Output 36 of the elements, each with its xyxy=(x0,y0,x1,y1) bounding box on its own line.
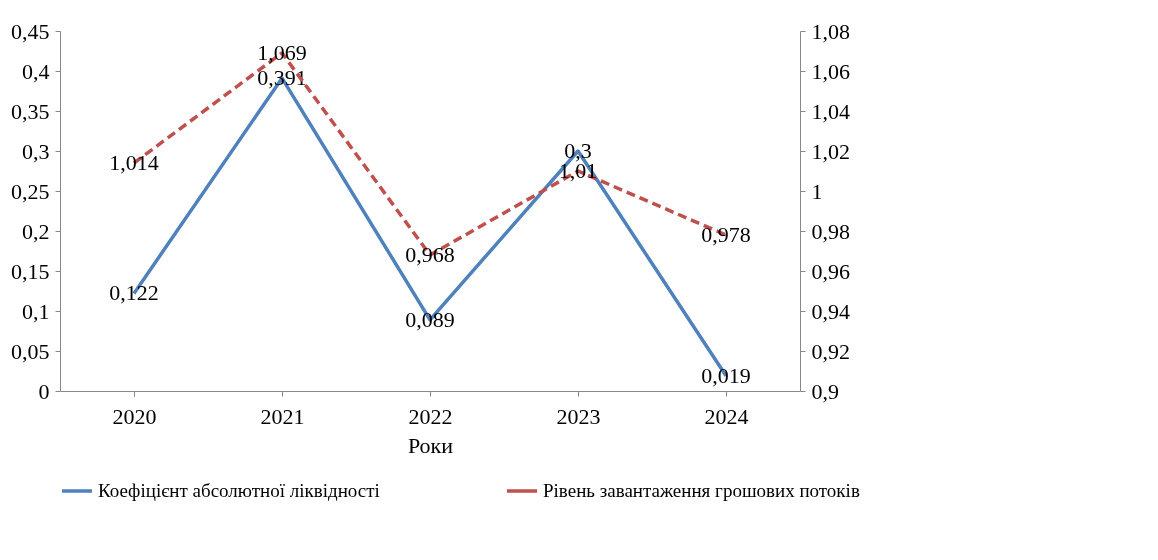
x-axis-title: Роки xyxy=(407,432,454,458)
y2-tick-label: 1,02 xyxy=(811,138,850,164)
data-label: 0,122 xyxy=(109,280,159,306)
data-label: 1,069 xyxy=(257,40,307,65)
legend-label: Коефіцієнт абсолютної ліквідності xyxy=(98,480,380,501)
legend-label: Рівень завантаження грошових потоків xyxy=(543,480,860,501)
data-label: 0,978 xyxy=(701,222,751,247)
y-tick-label: 0,15 xyxy=(11,258,50,284)
x-tick-label: 2021 xyxy=(260,403,305,429)
y2-tick-label: 1 xyxy=(811,178,823,204)
y2-tick-label: 0,9 xyxy=(811,378,839,404)
y2-tick-label: 0,96 xyxy=(811,258,850,284)
y2-tick-label: 1,06 xyxy=(811,58,850,84)
y-tick-label: 0,1 xyxy=(22,298,50,324)
y-tick-label: 0,2 xyxy=(22,218,50,244)
data-label: 0,3 xyxy=(564,138,592,163)
y2-tick-label: 0,92 xyxy=(811,338,850,364)
y-tick-label: 0,05 xyxy=(11,338,50,364)
x-tick-label: 2020 xyxy=(112,403,157,429)
data-label: 0,968 xyxy=(405,242,455,267)
y-tick-label: 0,25 xyxy=(11,178,50,204)
y2-tick-label: 0,94 xyxy=(811,298,850,324)
x-tick-label: 2023 xyxy=(556,403,601,429)
y-tick-label: 0 xyxy=(38,378,50,404)
data-label: 0,089 xyxy=(405,306,455,332)
x-tick-label: 2024 xyxy=(704,403,749,429)
data-label: 1,014 xyxy=(109,150,159,175)
y-tick-label: 0,45 xyxy=(11,18,50,44)
y2-tick-label: 1,08 xyxy=(811,18,850,44)
x-tick-label: 2022 xyxy=(408,403,453,429)
y2-tick-label: 1,04 xyxy=(811,98,850,124)
y2-tick-label: 0,98 xyxy=(811,218,850,244)
y-tick-label: 0,3 xyxy=(22,138,50,164)
data-label: 0,019 xyxy=(701,362,751,388)
y-tick-label: 0,4 xyxy=(22,58,50,84)
y-tick-label: 0,35 xyxy=(11,98,50,124)
